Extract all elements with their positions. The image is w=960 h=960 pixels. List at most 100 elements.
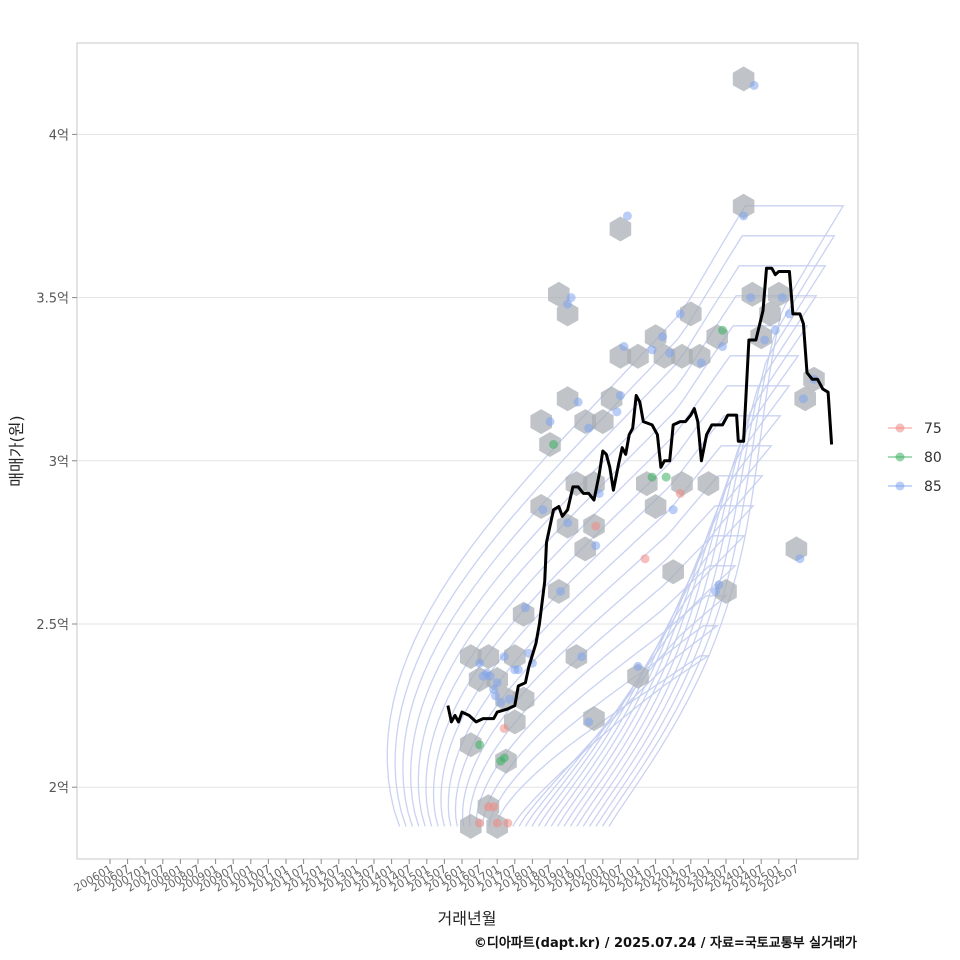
data-point-85 [612, 407, 622, 417]
data-point-85 [717, 342, 727, 352]
data-point-75 [475, 818, 485, 828]
data-point-85 [696, 358, 706, 368]
data-point-85 [619, 342, 629, 352]
data-point-80 [549, 439, 559, 449]
data-point-85 [505, 694, 515, 704]
legend-label: 85 [924, 479, 942, 495]
legend-label: 75 [924, 421, 942, 437]
data-point-85 [499, 652, 509, 662]
hexbin [627, 663, 649, 689]
data-point-80 [475, 740, 485, 750]
data-point-85 [591, 541, 601, 551]
data-point-85 [647, 345, 657, 355]
data-point-80 [499, 753, 509, 763]
hexbin [644, 494, 667, 519]
data-point-80 [647, 472, 657, 482]
data-point-85 [584, 423, 594, 433]
data-point-85 [665, 348, 675, 358]
x-axis: 2006012006072007012007072008012008072009… [72, 859, 801, 895]
data-point-85 [485, 671, 495, 681]
hexbin [592, 409, 614, 435]
legend-marker [895, 452, 905, 462]
data-point-75 [675, 488, 685, 498]
y-tick-label: 3억 [49, 455, 69, 470]
data-point-85 [746, 293, 756, 303]
hexbin [732, 193, 755, 219]
hexbin [627, 343, 649, 369]
data-point-75 [489, 802, 499, 812]
hexbin [460, 732, 482, 758]
data-point-85 [749, 80, 759, 90]
data-point-85 [770, 325, 780, 335]
grid-lines [77, 133, 858, 788]
hexbin [530, 409, 552, 435]
density-contour [425, 355, 800, 827]
plot-panel [76, 42, 859, 860]
y-tick-label: 2.5억 [36, 618, 69, 633]
data-point-75 [499, 723, 509, 733]
hexbin [556, 386, 579, 412]
density-contour [447, 445, 773, 827]
data-point-85 [577, 652, 587, 662]
data-point-75 [503, 818, 513, 828]
hexbin [662, 559, 684, 585]
legend-label: 80 [924, 450, 942, 466]
hexbin [671, 343, 693, 369]
density-contour [475, 565, 737, 827]
data-point-85 [584, 717, 594, 727]
hexbin [697, 471, 720, 497]
data-point-85 [520, 603, 530, 613]
density-contour [386, 205, 845, 827]
data-point-85 [566, 293, 576, 303]
hexbin [680, 301, 702, 327]
data-point-85 [545, 417, 555, 427]
data-point-85 [556, 586, 566, 596]
data-point-85 [513, 665, 523, 675]
hexbin-layer [460, 66, 825, 839]
data-point-75 [591, 521, 601, 531]
x-axis-title: 거래년월 [438, 909, 497, 928]
hexbin [504, 709, 526, 735]
data-point-75 [640, 554, 650, 564]
hexbin [504, 644, 526, 670]
hexbin [565, 644, 588, 670]
data-point-85 [615, 391, 625, 401]
plot-background [76, 42, 859, 860]
hexbin [732, 66, 755, 92]
density-contour [394, 235, 836, 827]
data-point-85 [795, 554, 805, 564]
data-point-85 [622, 211, 632, 221]
data-point-85 [760, 335, 770, 345]
data-point-85 [492, 678, 502, 688]
hexbin [671, 471, 693, 497]
density-contour [461, 505, 755, 827]
y-tick-label: 2억 [49, 781, 69, 796]
density-contour [488, 625, 720, 827]
hexbin [574, 536, 596, 562]
data-point-85 [739, 211, 749, 221]
y-axis: 2억 2.5억 3억 3.5억 4억 [36, 128, 77, 796]
data-point-85 [777, 293, 787, 303]
data-point-75 [492, 818, 502, 828]
y-tick-label: 3.5억 [36, 292, 69, 307]
legend: 75 80 85 [888, 421, 942, 495]
data-point-85 [490, 691, 500, 701]
hexbin [556, 301, 579, 327]
legend-marker [895, 481, 905, 491]
density-contour [495, 655, 711, 827]
data-point-85 [496, 697, 506, 707]
data-point-85 [633, 661, 643, 671]
density-contour [454, 475, 764, 827]
data-point-85 [475, 658, 485, 668]
trend-line [446, 266, 834, 724]
hexbin [600, 386, 623, 412]
data-point-85 [714, 580, 724, 590]
data-point-85 [563, 518, 573, 528]
hexbin [609, 216, 632, 242]
data-point-85 [675, 309, 685, 319]
data-point-85 [798, 394, 808, 404]
y-axis-title: 매매가(원) [7, 415, 26, 486]
density-contour [402, 265, 827, 827]
hexbin [644, 324, 667, 350]
